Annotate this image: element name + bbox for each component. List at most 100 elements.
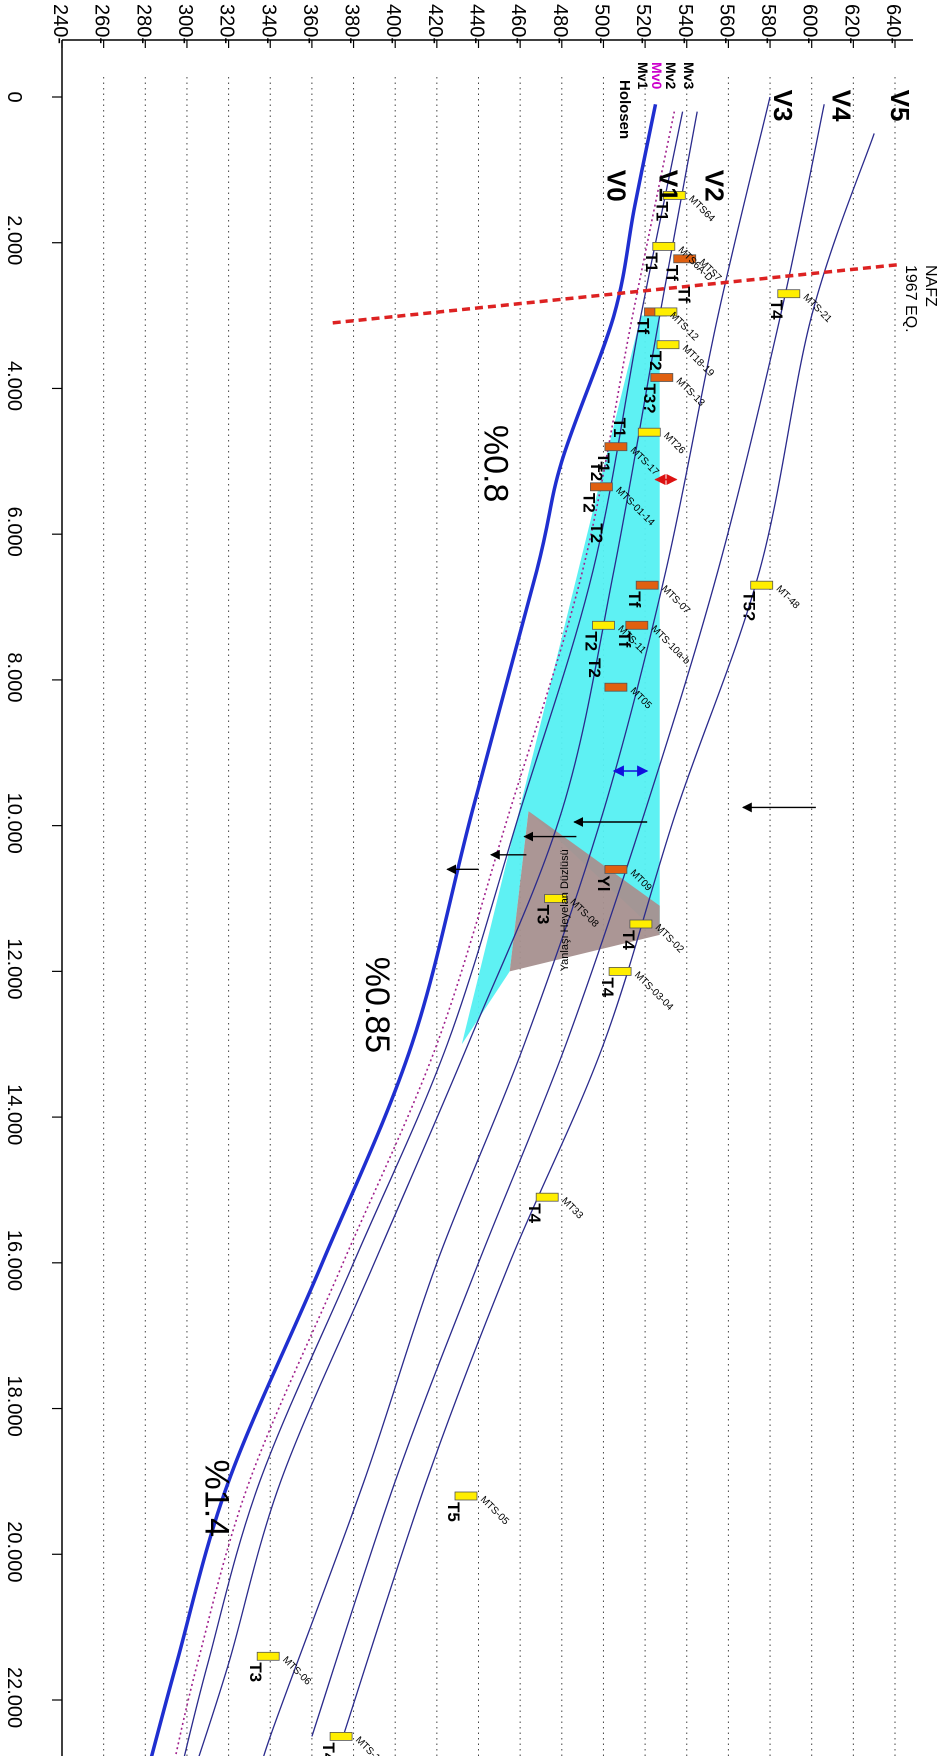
distance-tick-label: 20.000 [3,1521,25,1582]
elevation-tick-label: 300- [174,4,196,44]
arrow-layer [446,473,816,875]
series-line-v4 [311,104,825,1737]
terrace-regions [461,315,660,1045]
edge-label: Holosen [616,80,633,139]
sample-marker [650,373,674,382]
sample-marker [662,190,686,200]
elevation-tick-label: 360- [299,4,321,44]
sample-marker [535,1192,559,1202]
elevation-tick-label: 580- [757,4,779,44]
terrace-label: Tf [625,591,644,607]
sample-marker [750,580,774,590]
terrace-label: T5? [740,591,759,621]
elevation-tick-label: 280- [132,4,154,44]
series-line-mv0 [174,111,676,1756]
sample-marker [673,254,697,264]
sample-id-label: MTS-16 [353,1735,386,1756]
elevation-tick-label: 340- [257,4,279,44]
axes: 240- 260- 280- 300- 320- 340- 360- 380- 400- 420-… [3,4,913,1756]
terrace-label: T2 [579,493,598,513]
landslide-region [509,811,660,972]
sample-id-label: MTS-02 [653,922,686,955]
terrace-label: Tf [674,286,693,302]
terrace-label: T2 [581,631,600,651]
terrace-label: T2 [646,351,665,371]
terrace-label: T3 [534,905,553,925]
sample-id-label: MT33 [559,1196,585,1222]
fault-annotation-line2: 1967 EQ. [902,265,919,333]
curve-label: V1 [654,170,684,202]
series-line-v2 [198,111,698,1756]
curve-label: V5 [885,90,915,122]
series-line-v5 [342,133,875,1737]
region-label: Yanlaşı Heyelan Düzlüsü [559,849,571,971]
edge-label: Mv2 [663,62,679,89]
sample-marker [654,307,678,317]
gradient-label: %0.85 [358,957,396,1053]
terrace-label: T5 [444,1502,463,1522]
distance-tick-label: 4.000 [3,361,25,411]
terrace-label: T4 [767,300,786,320]
sample-id-label: MT-48 [774,584,802,612]
distance-tick-label: 0 [3,92,25,103]
distance-tick-label: 22.000 [3,1667,25,1728]
terrace-label: T4 [525,1203,544,1223]
sample-marker [604,682,628,692]
sample-marker [656,340,680,350]
sample-layer [256,190,801,1741]
sample-marker [590,482,613,492]
sample-marker [604,442,628,452]
elevation-tick-label: 480- [549,4,571,44]
series-line-v0 [149,103,658,1756]
sample-marker [635,580,659,590]
elevation-tick-label: 560- [715,4,737,44]
sample-marker [652,241,676,251]
edge-label: Mv1 [635,62,651,89]
terrace-label: T3 [246,1662,265,1682]
sample-marker [256,1651,280,1661]
terrace-label: T2 [587,523,606,543]
sample-marker [454,1491,478,1501]
elevation-tick-label: 540- [674,4,696,44]
terrace-label: Tf [663,265,682,281]
gradient-label: %0.8 [477,425,515,503]
sample-id-label: MTS-12 [667,310,700,343]
elevation-tick-label: 420- [424,4,446,44]
series-line-v1 [183,111,684,1756]
elevation-tick-label: 500- [590,4,612,44]
grid-lines [61,77,896,1756]
elevation-tick-label: 460- [507,4,529,44]
terrace-label: T3? [640,384,659,414]
distance-tick-label: 18.000 [3,1376,25,1437]
distance-tick-label: 16.000 [3,1230,25,1291]
sample-marker [777,289,801,299]
sample-marker [329,1732,353,1741]
elevation-tick-label: 620- [840,4,862,44]
sample-id-label: MTS-03-04 [632,970,675,1013]
sample-marker [592,620,615,630]
terrace-label: T1 [642,252,661,272]
elevation-tick-label: 400- [382,4,404,44]
cyan-terrace-region [461,315,660,1045]
terrace-label: T1 [652,201,671,221]
fault-line [332,262,900,325]
distance-tick-label: 2.000 [3,215,25,265]
terrace-label: T2 [587,461,606,481]
distance-tick-label: 8.000 [3,652,25,702]
distance-tick-label: 10.000 [3,793,25,854]
terrace-label: T2 [585,658,604,678]
edge-label: Mv3 [681,62,697,89]
sample-marker [608,967,632,976]
curve-label: V2 [699,170,729,202]
distance-tick-label: 12.000 [3,938,25,999]
sample-id-label: MTS-06 [280,1655,313,1688]
profile-series [149,96,875,1756]
gradient-label: %1.4 [198,1460,236,1538]
elevation-tick-label: 600- [799,4,821,44]
elevation-tick-label: 380- [341,4,363,44]
elevation-tick-label: 320- [216,4,238,44]
series-line-v3 [263,96,771,1756]
terrace-label: Yl [594,875,613,891]
edge-label: Mv0 [649,62,665,89]
